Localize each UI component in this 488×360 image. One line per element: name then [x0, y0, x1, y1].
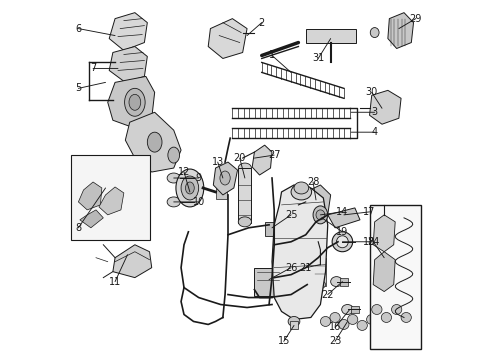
Polygon shape	[327, 208, 359, 228]
Bar	[238, 168, 251, 223]
Text: 29: 29	[409, 14, 421, 24]
Ellipse shape	[287, 316, 299, 327]
Bar	[289, 321, 298, 329]
Ellipse shape	[312, 206, 327, 224]
Ellipse shape	[181, 176, 198, 200]
Polygon shape	[252, 145, 271, 175]
Text: 24: 24	[366, 237, 379, 247]
Text: 27: 27	[267, 150, 280, 160]
Polygon shape	[213, 162, 237, 195]
Text: 31: 31	[311, 54, 324, 63]
Text: 16: 16	[328, 323, 341, 332]
Text: 25: 25	[284, 210, 297, 220]
Text: 8: 8	[75, 223, 81, 233]
Ellipse shape	[369, 28, 378, 37]
Ellipse shape	[347, 315, 357, 324]
Ellipse shape	[338, 319, 348, 329]
Ellipse shape	[400, 312, 410, 323]
Text: 12: 12	[178, 167, 190, 177]
Polygon shape	[125, 112, 181, 172]
Ellipse shape	[330, 276, 342, 287]
Ellipse shape	[315, 280, 325, 289]
Text: 13: 13	[211, 157, 224, 167]
Text: 23: 23	[328, 336, 341, 346]
Ellipse shape	[391, 305, 401, 315]
Text: 14: 14	[336, 207, 348, 217]
Polygon shape	[303, 185, 330, 222]
Text: 17: 17	[363, 207, 375, 217]
Ellipse shape	[290, 184, 311, 200]
Ellipse shape	[336, 236, 347, 248]
Ellipse shape	[320, 316, 330, 327]
Bar	[315, 258, 325, 285]
Text: 30: 30	[365, 87, 377, 97]
Ellipse shape	[238, 217, 251, 227]
Bar	[215, 185, 227, 199]
Polygon shape	[372, 215, 394, 252]
Ellipse shape	[124, 88, 145, 116]
Polygon shape	[107, 76, 154, 128]
Ellipse shape	[356, 320, 366, 330]
Ellipse shape	[167, 197, 180, 207]
Bar	[71, 155, 150, 240]
Text: 18: 18	[363, 237, 375, 247]
Ellipse shape	[238, 163, 251, 173]
Ellipse shape	[176, 169, 203, 207]
Ellipse shape	[185, 182, 194, 194]
Text: 11: 11	[109, 276, 121, 287]
Text: 5: 5	[75, 84, 81, 93]
Text: 9: 9	[195, 173, 202, 183]
Ellipse shape	[329, 312, 340, 323]
Text: 28: 28	[306, 177, 319, 187]
Ellipse shape	[315, 210, 324, 220]
Text: 21: 21	[299, 263, 311, 273]
Ellipse shape	[366, 315, 376, 324]
Ellipse shape	[381, 312, 391, 323]
Bar	[305, 28, 355, 42]
Polygon shape	[80, 210, 103, 228]
Polygon shape	[78, 182, 102, 210]
Ellipse shape	[331, 232, 352, 252]
Text: 1: 1	[268, 50, 275, 60]
Polygon shape	[369, 90, 400, 124]
Bar	[254, 268, 282, 296]
Text: 7: 7	[90, 63, 96, 73]
Ellipse shape	[293, 182, 308, 194]
Polygon shape	[372, 252, 394, 292]
Polygon shape	[113, 245, 151, 278]
Bar	[340, 278, 347, 285]
Ellipse shape	[220, 171, 230, 185]
Bar	[369, 205, 420, 349]
Text: 2: 2	[258, 18, 264, 28]
Ellipse shape	[147, 132, 162, 152]
Text: 15: 15	[277, 336, 289, 346]
Text: 6: 6	[75, 24, 81, 33]
Ellipse shape	[371, 305, 381, 315]
Polygon shape	[208, 19, 246, 58]
Text: 3: 3	[371, 107, 377, 117]
Ellipse shape	[129, 94, 141, 110]
Text: 10: 10	[192, 197, 204, 207]
Ellipse shape	[167, 173, 180, 183]
Text: 22: 22	[321, 289, 333, 300]
Ellipse shape	[341, 305, 353, 315]
Ellipse shape	[167, 147, 179, 163]
Text: 26: 26	[285, 263, 297, 273]
Bar	[264, 222, 279, 236]
Ellipse shape	[315, 254, 325, 262]
Text: 4: 4	[371, 127, 377, 137]
Polygon shape	[387, 13, 413, 49]
Polygon shape	[109, 46, 147, 82]
Polygon shape	[109, 13, 147, 50]
Text: 20: 20	[233, 153, 245, 163]
Bar	[350, 306, 358, 314]
Polygon shape	[271, 185, 327, 319]
Text: 19: 19	[336, 227, 348, 237]
Polygon shape	[99, 187, 123, 215]
